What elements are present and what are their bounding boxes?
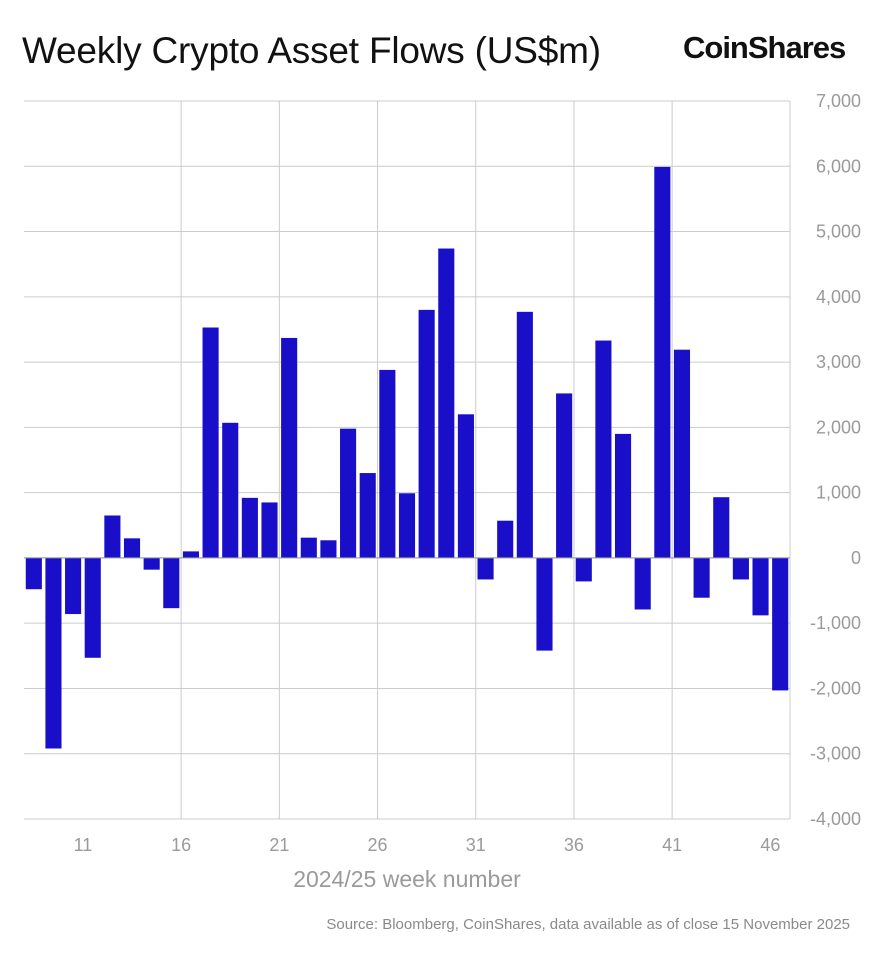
bar (222, 422, 239, 558)
chart-title: Weekly Crypto Asset Flows (US$m) (22, 30, 601, 71)
bar (654, 166, 671, 558)
bar (123, 538, 141, 558)
source-note: Source: Bloomberg, CoinShares, data avai… (326, 916, 850, 933)
bar (65, 557, 82, 615)
x-tick-label: 31 (466, 835, 486, 855)
x-tick-label: 16 (171, 835, 191, 855)
x-tick-label: 36 (564, 835, 584, 855)
x-tick-label: 11 (74, 835, 93, 855)
x-tick-label: 46 (760, 835, 780, 855)
bar (713, 497, 730, 558)
bar (45, 557, 62, 749)
y-tick-label: 6,000 (816, 156, 861, 176)
bar (575, 557, 592, 582)
bar (300, 537, 317, 558)
bar (732, 557, 749, 580)
x-axis-title: 2024/25 week number (293, 866, 521, 892)
coinshares-logo: CoinShares (683, 30, 846, 65)
bar (320, 540, 337, 558)
bar (634, 557, 651, 610)
bar-chart: -4,000 -3,000 -2,000 -1,000 0 1,000 2,000 3,000… (24, 91, 861, 892)
x-tick-label: 26 (368, 835, 388, 855)
bar (438, 248, 455, 558)
bar (693, 557, 710, 598)
bar (772, 557, 789, 691)
bar (614, 433, 632, 558)
bar (104, 515, 121, 558)
bar (281, 337, 298, 558)
bar (261, 502, 278, 558)
bar (84, 557, 101, 658)
bar (340, 428, 357, 558)
x-tick-label: 21 (269, 835, 289, 855)
y-tick-label: 3,000 (816, 352, 861, 372)
y-tick-label: 7,000 (816, 91, 861, 111)
bar (752, 557, 769, 616)
bar (418, 309, 435, 558)
bar (359, 473, 376, 558)
bar (398, 493, 416, 558)
y-tick-label: 0 (851, 548, 861, 568)
bar (182, 551, 200, 558)
y-tick-label: -1,000 (810, 613, 861, 633)
y-tick-label: -3,000 (810, 744, 861, 764)
y-tick-label: -2,000 (810, 678, 861, 698)
y-tick-label: 2,000 (816, 417, 861, 437)
y-tick-label: 4,000 (816, 287, 861, 307)
bar (25, 557, 42, 590)
bar (163, 557, 180, 609)
y-tick-label: -4,000 (810, 809, 861, 829)
y-tick-label: 1,000 (816, 483, 861, 503)
y-tick-label: 5,000 (816, 222, 861, 242)
bar (516, 311, 533, 558)
bar (477, 557, 494, 580)
bar (241, 497, 258, 558)
bar (497, 520, 514, 558)
bar (202, 327, 219, 558)
bar (379, 369, 396, 558)
bar (556, 393, 573, 558)
bar (673, 349, 691, 558)
bar (536, 557, 553, 651)
bar (457, 414, 474, 558)
x-tick-label: 41 (662, 835, 682, 855)
bar (595, 340, 612, 558)
bar (143, 557, 160, 570)
